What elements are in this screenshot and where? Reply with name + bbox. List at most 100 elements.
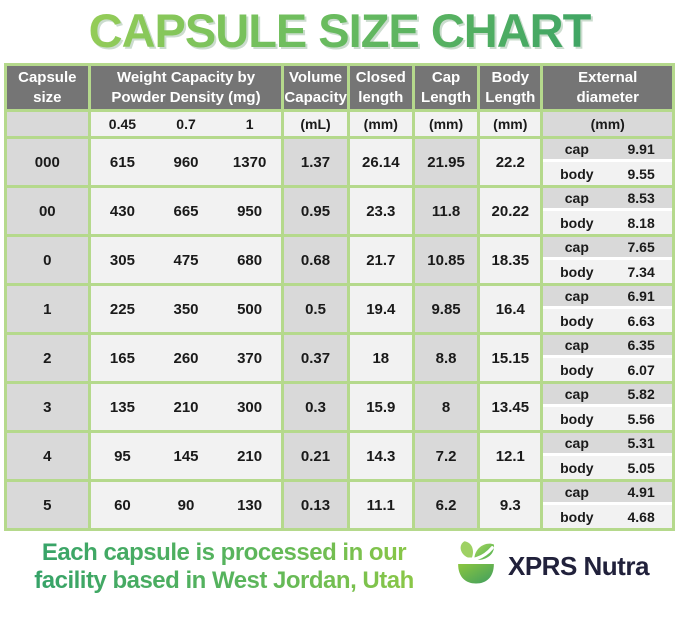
body-length-cell: 15.15 bbox=[477, 332, 544, 384]
units-blank-cell bbox=[4, 109, 91, 139]
weight-045: 305 bbox=[109, 251, 135, 269]
table-row: 2 165 260 370 0.37 18 8.8 15.15 cap 6.35… bbox=[4, 332, 675, 384]
units-row: 0.45 0.7 1 (mL) (mm) (mm) (mm) (mm) bbox=[4, 109, 675, 139]
body-diameter-label: body bbox=[560, 312, 594, 329]
weight-capacity-cell: 60 90 130 bbox=[87, 479, 285, 531]
volume-capacity-cell: 0.21 bbox=[281, 430, 350, 482]
body-length-cell: 12.1 bbox=[477, 430, 544, 482]
body-diameter-value: 7.34 bbox=[627, 263, 655, 280]
capsule-size-cell: 1 bbox=[4, 283, 91, 335]
weight-1: 680 bbox=[237, 251, 263, 269]
weight-capacity-cell: 135 210 300 bbox=[87, 381, 285, 433]
closed-length-cell: 21.7 bbox=[346, 234, 415, 286]
body-diameter-value: 8.18 bbox=[627, 214, 655, 231]
cap-diameter-label: cap bbox=[564, 386, 589, 402]
table-row: 000 615 960 1370 1.37 26.14 21.95 22.2 c… bbox=[4, 136, 675, 188]
weight-1: 500 bbox=[237, 300, 263, 318]
weight-1: 210 bbox=[237, 447, 263, 465]
body-diameter-value: 6.63 bbox=[627, 312, 655, 329]
closed-length-cell: 26.14 bbox=[346, 136, 415, 188]
col-header-external-diameter: External diameter bbox=[540, 63, 675, 112]
weight-capacity-cell: 430 665 950 bbox=[87, 185, 285, 237]
cap-length-cell: 10.85 bbox=[411, 234, 481, 286]
weight-045: 430 bbox=[109, 202, 135, 220]
body-diameter-label: body bbox=[560, 410, 594, 427]
body-length-cell: 22.2 bbox=[477, 136, 544, 188]
external-diameter-cell: cap 6.91 body 6.63 bbox=[540, 283, 675, 335]
body-diameter-value: 4.68 bbox=[627, 508, 655, 525]
col-header-weight-capacity: Weight Capacity by Powder Density (mg) bbox=[87, 63, 285, 112]
body-diameter-value: 9.55 bbox=[627, 165, 655, 182]
col-header-cap-length: Cap Length bbox=[411, 63, 481, 112]
weight-045: 95 bbox=[114, 447, 131, 465]
volume-capacity-cell: 0.95 bbox=[281, 185, 350, 237]
cap-diameter-label: cap bbox=[564, 141, 589, 157]
weight-07: 260 bbox=[173, 349, 199, 367]
weight-capacity-cell: 305 475 680 bbox=[87, 234, 285, 286]
weight-045: 225 bbox=[109, 300, 135, 318]
cap-length-cell: 9.85 bbox=[411, 283, 481, 335]
weight-capacity-cell: 225 350 500 bbox=[87, 283, 285, 335]
weight-045: 165 bbox=[109, 349, 135, 367]
table-body: 000 615 960 1370 1.37 26.14 21.95 22.2 c… bbox=[4, 136, 675, 531]
closed-length-cell: 15.9 bbox=[346, 381, 415, 433]
weight-07: 475 bbox=[173, 251, 199, 269]
closed-length-cell: 18 bbox=[346, 332, 415, 384]
unit-volume: (mL) bbox=[281, 109, 350, 139]
unit-external-diameter: (mm) bbox=[540, 109, 675, 139]
external-diameter-cap-row: cap 9.91 bbox=[543, 139, 672, 162]
cap-diameter-value: 8.53 bbox=[627, 190, 655, 206]
unit-body-length: (mm) bbox=[477, 109, 544, 139]
capsule-size-cell: 000 bbox=[4, 136, 91, 188]
body-length-cell: 9.3 bbox=[477, 479, 544, 531]
capsule-size-cell: 00 bbox=[4, 185, 91, 237]
body-diameter-label: body bbox=[560, 459, 594, 476]
closed-length-cell: 11.1 bbox=[346, 479, 415, 531]
external-diameter-cell: cap 5.82 body 5.56 bbox=[540, 381, 675, 433]
volume-capacity-cell: 0.68 bbox=[281, 234, 350, 286]
cap-length-cell: 7.2 bbox=[411, 430, 481, 482]
closed-length-cell: 19.4 bbox=[346, 283, 415, 335]
external-diameter-body-row: body 6.63 bbox=[543, 309, 672, 332]
external-diameter-body-row: body 5.56 bbox=[543, 407, 672, 430]
external-diameter-cap-row: cap 5.31 bbox=[543, 433, 672, 456]
brand-name: XPRS Nutra bbox=[508, 551, 649, 581]
cap-diameter-label: cap bbox=[564, 484, 589, 500]
weight-capacity-cell: 165 260 370 bbox=[87, 332, 285, 384]
body-diameter-label: body bbox=[560, 263, 594, 280]
external-diameter-cell: cap 8.53 body 8.18 bbox=[540, 185, 675, 237]
body-length-cell: 18.35 bbox=[477, 234, 544, 286]
capsule-size-cell: 5 bbox=[4, 479, 91, 531]
body-diameter-label: body bbox=[560, 165, 594, 182]
weight-07: 960 bbox=[173, 153, 199, 171]
body-length-cell: 13.45 bbox=[477, 381, 544, 433]
col-header-volume-capacity: Volume Capacity bbox=[281, 63, 350, 112]
external-diameter-body-row: body 9.55 bbox=[543, 162, 672, 185]
cap-length-cell: 21.95 bbox=[411, 136, 481, 188]
col-header-body-length: Body Length bbox=[477, 63, 544, 112]
capsule-size-table: Capsule size Weight Capacity by Powder D… bbox=[4, 63, 675, 531]
table-row: 00 430 665 950 0.95 23.3 11.8 20.22 cap … bbox=[4, 185, 675, 237]
cap-diameter-label: cap bbox=[564, 288, 589, 304]
page: CAPSULE SIZE CHART Capsule size Weight C… bbox=[0, 3, 679, 595]
density-1: 1 bbox=[245, 116, 254, 132]
cap-diameter-value: 9.91 bbox=[627, 141, 655, 157]
external-diameter-body-row: body 4.68 bbox=[543, 505, 672, 528]
page-title: CAPSULE SIZE CHART bbox=[0, 3, 679, 58]
cap-diameter-label: cap bbox=[564, 435, 589, 451]
weight-07: 90 bbox=[177, 496, 195, 514]
density-07: 0.7 bbox=[176, 116, 196, 132]
volume-capacity-cell: 0.5 bbox=[281, 283, 350, 335]
cap-length-cell: 6.2 bbox=[411, 479, 481, 531]
density-values-cell: 0.45 0.7 1 bbox=[87, 109, 285, 139]
footer: Each capsule is processed in our facilit… bbox=[0, 538, 679, 595]
cap-length-cell: 8 bbox=[411, 381, 481, 433]
cap-diameter-value: 6.91 bbox=[627, 288, 655, 304]
external-diameter-cell: cap 4.91 body 4.68 bbox=[540, 479, 675, 531]
volume-capacity-cell: 0.37 bbox=[281, 332, 350, 384]
external-diameter-cap-row: cap 8.53 bbox=[543, 188, 672, 211]
external-diameter-cap-row: cap 6.35 bbox=[543, 335, 672, 358]
external-diameter-body-row: body 5.05 bbox=[543, 456, 672, 479]
capsule-size-cell: 0 bbox=[4, 234, 91, 286]
footer-tagline: Each capsule is processed in our facilit… bbox=[4, 539, 444, 594]
